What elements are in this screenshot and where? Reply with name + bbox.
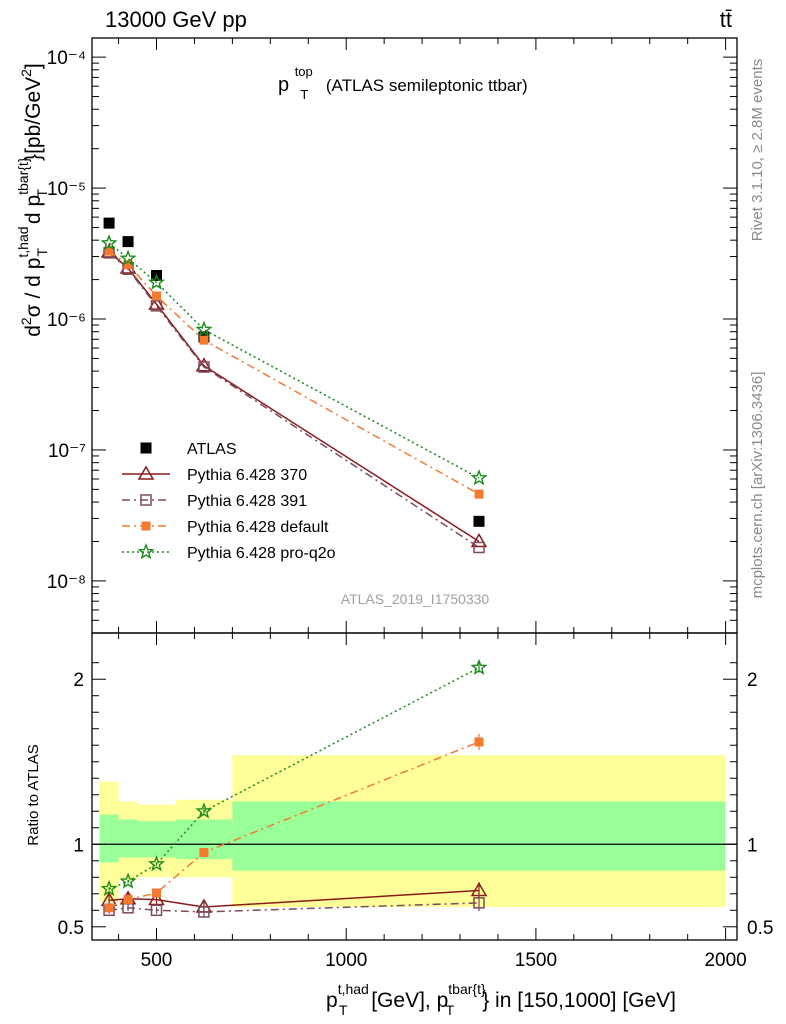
main-point-p391-4 — [473, 541, 485, 554]
main-point-p391-3 — [198, 361, 210, 373]
header-right: tt̄ — [720, 7, 732, 32]
plot-title: p top T (ATLAS semileptonic ttbar) — [278, 59, 528, 104]
ratio-panel-series — [100, 658, 488, 918]
main-point-proq2o-1 — [119, 249, 137, 266]
plot-title-sup: top — [295, 64, 313, 79]
main-point-default-0 — [104, 246, 114, 256]
main-point-p370-3 — [195, 357, 213, 372]
axes: 500 1000 1500 2000 10⁻⁸ 10⁻⁷ 10⁻⁶ 10⁻⁵ 10⁻⁴ 0.5 0.… — [47, 37, 773, 971]
header-left: 13000 GeV pp — [105, 7, 247, 32]
main-point-default-2 — [152, 291, 161, 301]
main-point-proq2o-3 — [195, 320, 213, 337]
ratio-band-inner-2 — [137, 821, 176, 858]
x-tick-label-2000: 2000 — [704, 950, 746, 971]
legend-marker-default — [141, 521, 151, 531]
legend-marker-atlas — [140, 442, 152, 454]
plot-title-base: p — [278, 74, 289, 96]
ratio-point-proq2o-3 — [195, 802, 213, 819]
legend-marker-proq2o — [137, 543, 155, 560]
y-tick-label-ratio-right-0.5: 0.5 — [747, 918, 773, 939]
ratio-point-p391-2 — [150, 904, 163, 917]
main-point-proq2o-4 — [470, 469, 488, 486]
x-tick-label-1000: 1000 — [325, 950, 367, 971]
ratio-line-p391 — [109, 902, 480, 913]
ratio-panel-frame — [91, 632, 738, 941]
legend: ATLAS Pythia 6.428 370 Pythia 6.428 391 Pyt… — [122, 441, 336, 562]
main-panel-series — [100, 217, 488, 554]
mcplots-label: mcplots.cern.ch [arXiv:1306.3436] — [749, 372, 766, 599]
legend-label-p370: Pythia 6.428 370 — [187, 467, 307, 484]
ratio-point-p391-4 — [473, 897, 485, 909]
main-line-proq2o — [108, 242, 480, 479]
ratio-point-proq2o-2 — [147, 855, 166, 872]
ratio-point-default-0 — [104, 903, 114, 913]
main-point-default-1 — [123, 260, 133, 270]
main-line-p391 — [108, 252, 480, 549]
ratio-point-proq2o-0 — [100, 879, 118, 897]
plot-title-suffix: (ATLAS semileptonic ttbar) — [326, 76, 528, 95]
main-point-p370-2 — [148, 295, 165, 310]
legend-label-atlas: ATLAS — [187, 441, 237, 458]
legend-label-p391: Pythia 6.428 391 — [187, 493, 307, 510]
legend-label-default: Pythia 6.428 default — [187, 519, 329, 536]
y-tick-label-main-10⁻⁵: 10⁻⁵ — [47, 179, 86, 200]
legend-label-proq2o: Pythia 6.428 pro-q2o — [187, 545, 336, 562]
ratio-point-default-3 — [199, 848, 209, 858]
ratio-band-inner-1 — [118, 819, 138, 858]
ratio-band-inner-0 — [99, 814, 119, 863]
y-tick-label-ratio-right-2: 2 — [747, 670, 758, 691]
y-tick-label-ratio-left-1: 1 — [73, 835, 84, 856]
y-tick-label-main-10⁻⁸: 10⁻⁸ — [47, 572, 86, 593]
rivet-label: Rivet 3.1.10, ≥ 2.8M events — [749, 59, 766, 242]
y-tick-label-main-10⁻⁴: 10⁻⁴ — [47, 48, 86, 69]
main-point-atlas-4 — [473, 515, 485, 527]
ratio-band-inner-4 — [232, 801, 726, 871]
y-tick-label-ratio-left-2: 2 — [73, 670, 84, 691]
y-tick-label-ratio-right-1: 1 — [747, 835, 758, 856]
ratio-point-p391-3 — [198, 906, 210, 918]
main-point-atlas-1 — [122, 236, 134, 248]
ratio-point-default-4 — [474, 737, 484, 747]
y-tick-label-ratio-left-0.5: 0.5 — [58, 918, 84, 939]
ratio-point-proq2o-4 — [470, 658, 488, 675]
main-point-p391-2 — [150, 300, 163, 312]
main-point-atlas-0 — [103, 217, 115, 229]
legend-marker-p370 — [137, 465, 155, 480]
ratio-point-proq2o-1 — [119, 872, 137, 889]
y-tick-label-main-10⁻⁷: 10⁻⁷ — [48, 441, 86, 462]
x-axis-label: pt,had T [GeV], ptbar{t} T} in [150,1000] … — [326, 981, 676, 1018]
y-axis-label-main: d2σ / d pt,had T d ptbar{t} T}[pb/GeV2] — [15, 63, 50, 337]
legend-marker-p391 — [140, 494, 152, 506]
main-point-default-3 — [199, 335, 209, 345]
y-axis-label-ratio: Ratio to ATLAS — [25, 744, 42, 845]
main-line-default — [108, 250, 480, 495]
main-point-proq2o-0 — [100, 234, 118, 251]
main-point-p370-4 — [470, 532, 488, 548]
main-point-default-4 — [474, 489, 484, 499]
main-line-p370 — [108, 251, 480, 543]
main-point-proq2o-2 — [147, 273, 166, 290]
x-tick-label-1500: 1500 — [515, 950, 557, 971]
ratio-point-default-1 — [123, 895, 133, 905]
y-tick-label-main-10⁻⁶: 10⁻⁶ — [47, 310, 86, 331]
analysis-watermark: ATLAS_2019_I1750330 — [341, 591, 490, 607]
ratio-point-default-2 — [152, 888, 161, 898]
plot-title-sub: T — [300, 87, 308, 102]
x-tick-label-500: 500 — [141, 950, 173, 971]
